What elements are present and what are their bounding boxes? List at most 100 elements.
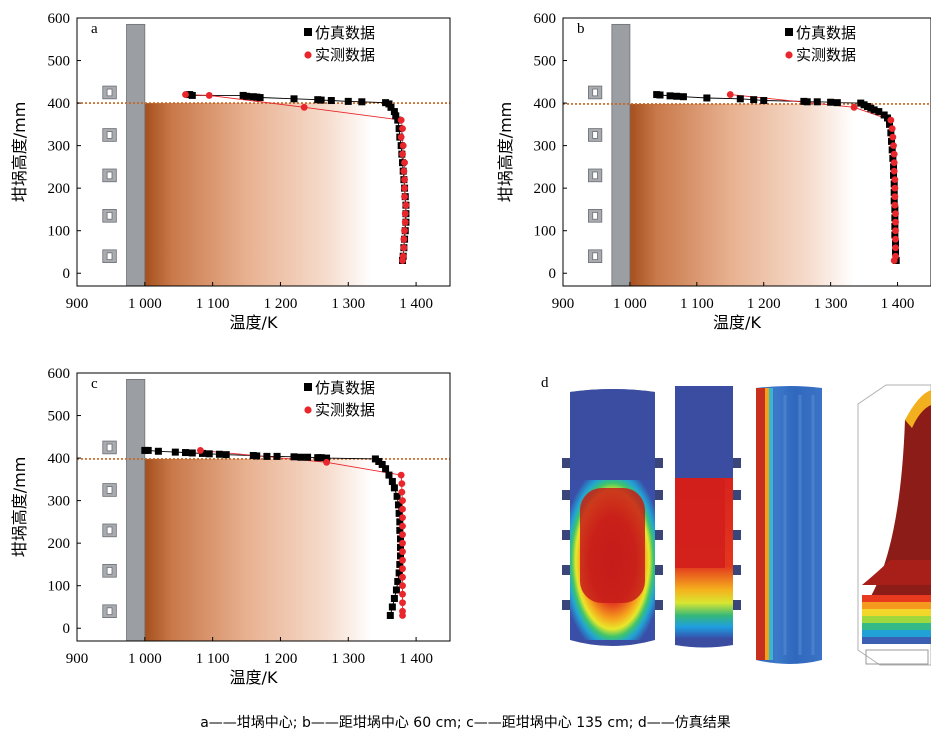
melt-gradient-region <box>144 458 373 641</box>
x-axis-label: 温度/K <box>230 668 278 687</box>
legend-marker-measured <box>304 406 312 414</box>
simulation-point <box>760 97 768 105</box>
simulation-point <box>395 509 403 517</box>
heater-block-slot <box>106 212 113 220</box>
simulation-point <box>656 91 664 99</box>
measured-point <box>399 582 406 590</box>
measured-point <box>399 142 407 150</box>
simulation-point <box>390 594 398 602</box>
heater-block-slot <box>106 252 113 261</box>
simulation-point <box>171 448 179 456</box>
simulation-point <box>215 450 223 458</box>
simulation-point <box>222 451 230 459</box>
x-axis-label: 温度/K <box>713 313 761 332</box>
measured-point <box>889 133 897 141</box>
simulation-point <box>378 460 386 468</box>
legend-label-measured: 实测数据 <box>315 46 375 64</box>
measured-point <box>887 116 895 124</box>
crucible-wall <box>611 23 631 287</box>
simulation-point <box>256 94 264 102</box>
y-tick-label: 300 <box>48 139 71 155</box>
measured-point <box>323 458 330 466</box>
y-tick-label: 400 <box>48 96 71 112</box>
heater-block-slot <box>106 88 113 97</box>
simulation-point <box>890 197 898 205</box>
measured-point <box>399 612 406 619</box>
panel-label-a: a <box>91 21 98 37</box>
crucible-wall <box>126 378 146 642</box>
x-tick-label: 1 100 <box>196 296 230 312</box>
measured-point <box>399 573 406 581</box>
simulation-point <box>393 492 401 500</box>
simulation-point <box>390 108 398 116</box>
simulation-point <box>892 248 900 256</box>
y-tick-label: 500 <box>48 409 71 425</box>
x-tick-label: 1 400 <box>399 296 433 312</box>
simulation-point <box>205 450 213 458</box>
plot-frame <box>562 17 931 287</box>
measured-point <box>399 539 406 547</box>
measured-point <box>401 159 408 167</box>
measured-point <box>892 227 899 235</box>
measured-point <box>397 133 405 141</box>
x-tick-label: 1 400 <box>881 296 915 312</box>
simulation-render-3 <box>756 386 822 664</box>
simulation-result-panel: d <box>541 375 931 666</box>
measured-point <box>399 556 406 564</box>
panel-label-c: c <box>91 376 98 392</box>
chart-panel-c: 900 1 000 1 100 1 200 1 300 1 400 0 100 200 300 40… <box>10 366 451 687</box>
legend-marker-simulation <box>304 383 312 391</box>
simulation-point <box>263 452 271 460</box>
measured-point <box>402 201 410 209</box>
heater-block-slot <box>106 526 113 535</box>
measured-point <box>399 150 406 158</box>
measured-point <box>399 599 406 607</box>
x-tick-label: 1 200 <box>747 296 781 312</box>
measured-point <box>400 235 408 243</box>
simulation-point <box>385 471 393 479</box>
x-tick-label: 1 200 <box>264 651 298 667</box>
legend-marker-simulation <box>304 28 312 36</box>
measured-point <box>890 150 898 158</box>
simulation-point <box>390 484 398 492</box>
simulation-point <box>395 569 403 577</box>
simulation-point <box>396 543 404 551</box>
measured-point <box>398 480 406 488</box>
simulation-point <box>358 98 366 106</box>
simulation-point <box>890 188 898 196</box>
measured-point <box>401 184 408 192</box>
simulation-point <box>870 106 878 114</box>
x-tick-label: 1 200 <box>264 296 298 312</box>
measured-point <box>850 103 858 111</box>
simulation-point <box>188 91 196 99</box>
simulation-point <box>188 449 196 457</box>
figure-caption: a——坩埚中心; b——距坩埚中心 60 cm; c——距坩埚中心 135 cm… <box>200 715 731 731</box>
measured-point <box>401 193 408 201</box>
simulation-point <box>198 449 206 457</box>
measured-point <box>890 159 898 167</box>
y-tick-label: 300 <box>534 139 557 155</box>
measured-point <box>398 488 406 496</box>
simulation-point <box>890 163 898 171</box>
y-tick-label: 500 <box>48 54 71 70</box>
heater-block-slot <box>106 486 113 494</box>
measured-point <box>892 235 899 243</box>
heater-block-slot <box>592 88 598 97</box>
legend-marker-measured <box>304 51 312 59</box>
x-tick-label: 900 <box>66 651 89 667</box>
simulation-point <box>273 452 281 460</box>
y-tick-label: 0 <box>63 266 71 282</box>
heater-block-slot <box>592 171 598 180</box>
y-axis-label: 坩埚高度/mm <box>496 102 515 203</box>
x-tick-label: 1 000 <box>128 296 162 312</box>
simulation-point <box>290 453 298 461</box>
simulation-point <box>891 222 899 230</box>
simulation-point <box>243 92 251 100</box>
simulation-point <box>888 146 896 154</box>
heater-block-slot <box>106 171 113 180</box>
simulation-point <box>875 108 883 116</box>
simulation-point <box>388 477 396 485</box>
x-tick-label: 1 100 <box>196 651 230 667</box>
simulation-point <box>344 97 352 105</box>
simulation-point <box>323 454 331 462</box>
